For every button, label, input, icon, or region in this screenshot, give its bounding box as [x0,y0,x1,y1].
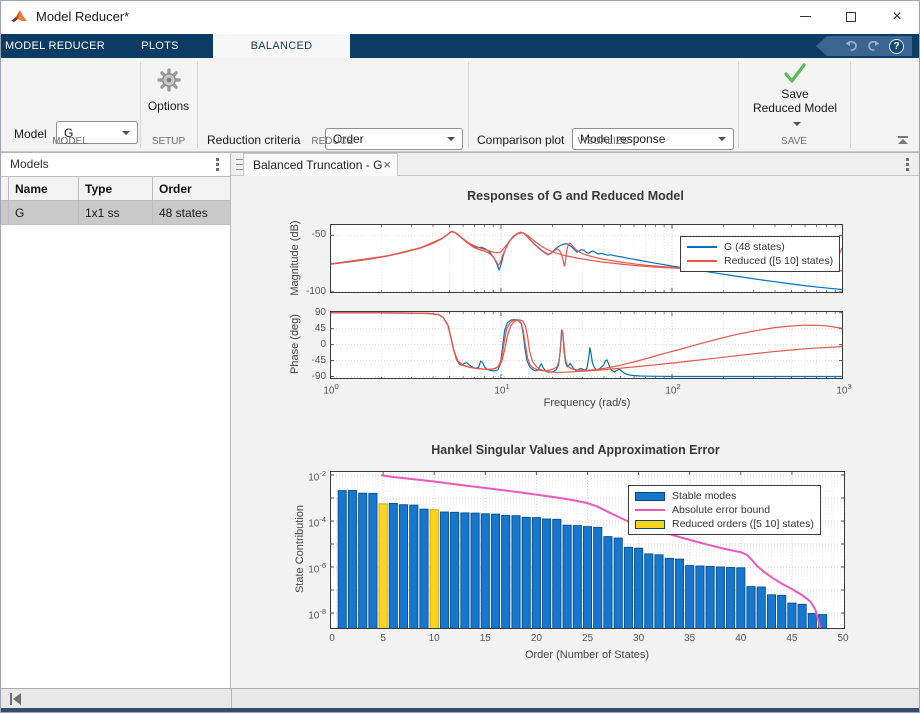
axis-tick-label: 40 [735,633,747,644]
axis-tick-label: 102 [665,382,681,397]
tab-model-reducer[interactable]: MODEL REDUCER [4,40,106,52]
save-reduced-model-button[interactable]: Save Reduced Model [752,62,838,146]
chevron-down-icon [122,130,130,135]
status-strip [0,688,920,709]
reduction-criteria-label: Reduction criteria [207,133,301,147]
window-bottom-edge [0,708,920,713]
kebab-menu-icon[interactable] [211,157,223,171]
hankel-title: Hankel Singular Values and Approximation… [431,443,720,457]
models-panel-header: Models [0,153,230,176]
bode-title: Responses of G and Reduced Model [467,189,684,203]
axis-tick-label: -45 [311,354,326,366]
redo-icon[interactable] [866,39,882,53]
chevron-down-icon [718,137,726,141]
legend-entry: G (48 states) [687,240,833,254]
axis-tick-label: 45 [786,633,798,644]
axis-tick-label: 20 [530,633,542,644]
gear-icon [156,68,181,92]
model-dropdown[interactable]: G [56,121,138,144]
comparison-plot-dropdown[interactable]: Model response [572,128,734,150]
legend-entry: Reduced orders ([5 10] states) [635,517,814,531]
axis-tick-label: 10 [428,633,440,644]
axis-tick-label: 25 [581,633,594,644]
undo-icon[interactable] [843,39,859,53]
tab-balanced-truncation[interactable]: BALANCED TRUNCATION [213,34,350,76]
legend-entry: Reduced ([5 10] states) [687,254,833,268]
axis-tick-label: 10-4 [308,515,326,530]
section-label-reduce: REDUCE [311,136,354,147]
axis-tick-label: 15 [479,633,491,644]
axis-tick-label: 100 [323,382,339,397]
axis-tick-label: -50 [311,229,326,241]
close-tab-icon[interactable]: × [383,157,391,172]
reduction-criteria-dropdown[interactable]: Order [325,128,463,150]
legend-entry: Stable modes [635,489,814,503]
axis-tick-label: 35 [684,633,696,644]
close-button[interactable]: × [892,7,902,25]
tab-plots[interactable]: PLOTS [141,40,179,52]
matlab-logo-icon [11,10,27,22]
frequency-axis-label: Frequency (rad/s) [543,397,631,409]
help-icon[interactable]: ? [889,38,904,54]
table-row[interactable]: G 1x1 ss 48 states [0,200,231,225]
section-label-setup: SETUP [151,136,186,147]
models-panel: Models Name Type Order G 1x1 ss 48 state… [0,153,231,689]
tab-list-icon[interactable] [236,159,245,170]
chevron-down-icon [792,122,801,126]
axis-tick-label: 5 [380,633,386,644]
hankel-legend: Stable modes Absolute error bound Reduced … [628,485,821,535]
axis-tick-label: 90 [314,306,326,318]
axis-tick-label: -90 [311,370,326,382]
model-name-cell: G [8,200,79,225]
axis-tick-label: 45 [314,322,326,334]
axis-tick-label: 10-2 [308,469,326,484]
axis-tick-label: 101 [494,382,510,397]
section-label-visualize: VISUALIZE [577,136,629,147]
collapse-toolstrip-icon[interactable] [897,136,909,145]
axis-tick-label: 103 [836,382,852,397]
title-bar: Model Reducer* × [0,0,920,34]
ribbon-tab-bar: MODEL REDUCER PLOTS BALANCED TRUNCATION … [0,34,920,76]
phase-plot [330,311,843,379]
collapse-panel-icon[interactable] [9,693,22,705]
figure-area: Responses of G and Reduced Model Magnitu… [231,176,920,689]
axis-tick-label: 50 [837,633,849,644]
window-title: Model Reducer* [36,9,130,24]
bode-legend: G (48 states) Reduced ([5 10] states) [680,236,841,272]
axis-tick-label: 0 [329,633,335,644]
axis-tick-label: -100 [305,285,326,297]
maximize-button[interactable] [828,0,874,33]
axis-tick-label: 10-8 [308,607,326,622]
state-contribution-axis-label: State Contribution [294,504,306,594]
legend-entry: Absolute error bound [635,503,814,517]
options-button[interactable]: Options [140,64,197,136]
axis-tick-label: 0 [320,338,326,350]
kebab-menu-icon[interactable] [901,157,913,171]
check-icon [784,63,806,83]
main-area: Models Name Type Order G 1x1 ss 48 state… [0,152,920,689]
axis-tick-label: 10-6 [308,561,326,576]
section-label-model: MODEL [52,136,88,147]
options-button-label: Options [147,99,190,113]
document-tab[interactable]: Balanced Truncation - G × [243,153,398,176]
order-axis-label: Order (Number of States) [524,649,650,661]
document-tab-bar: Balanced Truncation - G × [231,153,920,176]
comparison-plot-label: Comparison plot [477,133,565,147]
section-label-save: SAVE [781,136,807,147]
axis-tick-label: 30 [633,633,645,644]
document-area: Balanced Truncation - G × Responses of G… [231,153,920,689]
model-label: Model [14,127,47,141]
minimize-button[interactable] [782,0,828,33]
model-order-cell: 48 states [152,200,231,225]
models-table-header: Name Type Order [0,176,231,201]
models-table: Name Type Order G 1x1 ss 48 states [0,176,231,225]
models-panel-title: Models [10,157,49,171]
model-type-cell: 1x1 ss [78,200,153,225]
quick-access-toolbar: ? [816,36,912,56]
chevron-down-icon [447,137,455,141]
toolstrip: Model G Type 1x1 ss Order 48 states MODE… [0,58,920,189]
